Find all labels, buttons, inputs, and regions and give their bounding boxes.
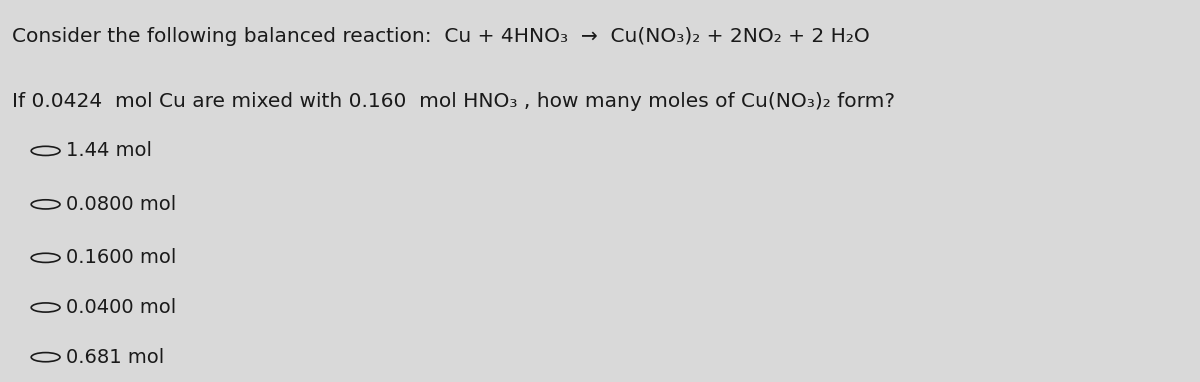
- Text: Consider the following balanced reaction:  Cu + 4HNO₃  →  Cu(NO₃)₂ + 2NO₂ + 2 H₂: Consider the following balanced reaction…: [12, 27, 870, 46]
- Text: 0.681 mol: 0.681 mol: [66, 348, 164, 367]
- Text: If 0.0424  mol Cu are mixed with 0.160  mol HNO₃ , how many moles of Cu(NO₃)₂ fo: If 0.0424 mol Cu are mixed with 0.160 mo…: [12, 92, 895, 111]
- Text: 1.44 mol: 1.44 mol: [66, 141, 152, 160]
- Text: 0.0800 mol: 0.0800 mol: [66, 195, 176, 214]
- Text: 0.0400 mol: 0.0400 mol: [66, 298, 176, 317]
- Text: 0.1600 mol: 0.1600 mol: [66, 248, 176, 267]
